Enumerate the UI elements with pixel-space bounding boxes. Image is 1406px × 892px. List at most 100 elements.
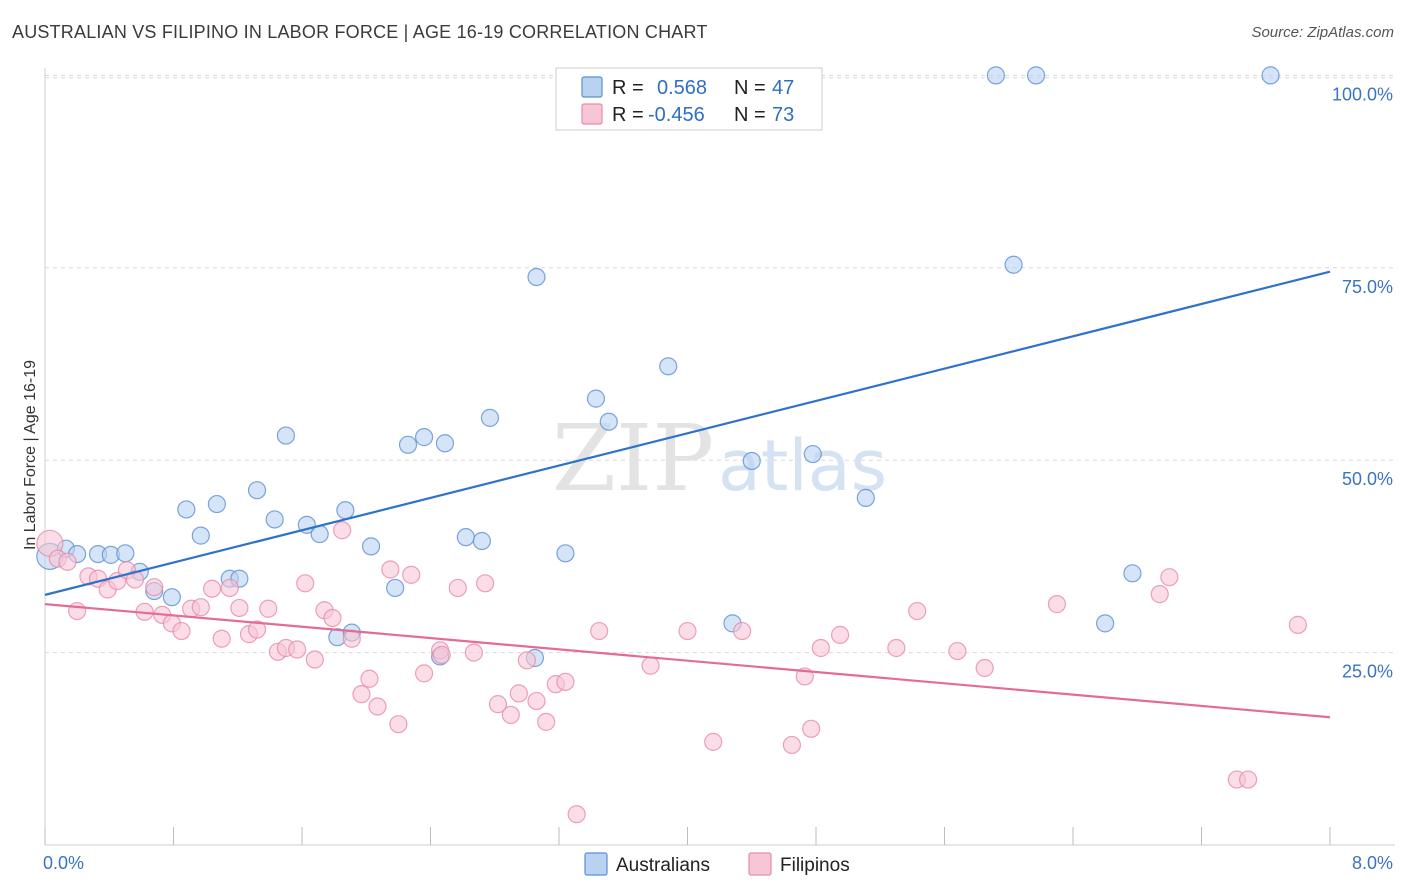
point-filipinos xyxy=(125,570,145,589)
point-australians xyxy=(1123,564,1142,583)
point-filipinos xyxy=(212,629,231,648)
watermark-zip: ZIP xyxy=(552,405,714,512)
legend-r-value-australians: 0.568 xyxy=(657,77,707,99)
point-australians xyxy=(456,528,475,547)
legend-r-value-filipinos: -0.456 xyxy=(648,104,705,126)
y-tick-label: 50.0% xyxy=(1342,469,1393,489)
point-australians xyxy=(856,488,875,508)
point-filipinos xyxy=(464,643,483,662)
point-australians xyxy=(247,481,267,500)
grid-layer xyxy=(45,74,1395,654)
point-australians xyxy=(435,434,455,453)
point-filipinos xyxy=(448,578,467,598)
point-filipinos xyxy=(305,650,324,669)
series-legend: Australians Filipinos xyxy=(584,852,850,876)
point-filipinos xyxy=(323,608,342,628)
y-axis-label: In Labor Force | Age 16-19 xyxy=(22,360,39,550)
x-tick-label: 8.0% xyxy=(1352,853,1393,873)
point-filipinos xyxy=(1047,595,1067,614)
point-filipinos xyxy=(509,684,528,703)
legend-r-label-filipinos: R = xyxy=(612,104,644,126)
point-australians xyxy=(1096,614,1115,633)
point-filipinos xyxy=(975,658,994,678)
point-filipinos xyxy=(908,601,927,621)
point-filipinos xyxy=(488,695,508,714)
point-filipinos xyxy=(58,552,77,571)
point-filipinos xyxy=(537,712,556,731)
legend-n-value-filipinos: 73 xyxy=(772,104,794,126)
point-filipinos xyxy=(381,560,400,579)
point-filipinos xyxy=(567,805,586,824)
point-australians xyxy=(1026,66,1046,85)
point-filipinos xyxy=(360,669,379,688)
bottom-legend-label-australians: Australians xyxy=(616,855,710,876)
point-filipinos xyxy=(1238,770,1258,789)
point-filipinos xyxy=(288,640,307,659)
point-filipinos xyxy=(501,705,520,725)
trend-line-filipinos xyxy=(44,603,1331,719)
legend-n-value-australians: 47 xyxy=(772,77,794,99)
point-australians xyxy=(398,435,418,454)
point-filipinos xyxy=(802,719,821,738)
point-australians xyxy=(599,412,618,431)
point-filipinos xyxy=(172,621,191,641)
point-australians xyxy=(414,428,434,447)
stats-legend: R = 0.568 N = 47 R = -0.456 N = 73 xyxy=(555,67,823,131)
y-tick-label: 100.0% xyxy=(1332,84,1393,104)
point-australians xyxy=(1004,255,1023,274)
point-australians xyxy=(162,588,181,607)
point-filipinos xyxy=(230,598,249,618)
point-filipinos xyxy=(1160,568,1179,587)
trend-layer xyxy=(44,270,1331,719)
point-australians xyxy=(116,544,135,563)
legend-swatch-filipinos xyxy=(581,103,603,125)
bottom-legend-swatch-filipinos xyxy=(748,852,772,876)
x-tick-label: 0.0% xyxy=(43,853,84,873)
y-tick-label: 75.0% xyxy=(1342,277,1393,297)
point-australians xyxy=(986,66,1006,85)
point-filipinos xyxy=(202,579,222,598)
point-filipinos xyxy=(402,565,421,584)
point-filipinos xyxy=(782,735,802,755)
point-filipinos xyxy=(389,715,408,734)
point-filipinos xyxy=(830,625,850,644)
point-filipinos xyxy=(811,638,830,658)
legend-n-label-australians: N = xyxy=(734,77,766,99)
point-filipinos xyxy=(556,672,575,691)
point-filipinos xyxy=(68,601,87,621)
point-filipinos xyxy=(220,578,239,598)
point-australians xyxy=(386,578,405,598)
point-australians xyxy=(177,500,196,519)
points-layer xyxy=(36,66,1307,824)
point-filipinos xyxy=(590,621,609,641)
point-filipinos xyxy=(1150,585,1169,604)
trend-line-australians xyxy=(44,270,1331,596)
point-australians xyxy=(586,389,606,408)
point-filipinos xyxy=(948,641,967,661)
point-australians xyxy=(742,451,761,471)
point-filipinos xyxy=(414,664,434,683)
point-filipinos xyxy=(1288,615,1307,634)
point-filipinos xyxy=(191,598,210,617)
legend-r-label-australians: R = xyxy=(612,77,644,99)
point-filipinos xyxy=(333,521,352,540)
point-australians xyxy=(361,537,381,556)
point-australians xyxy=(480,408,500,427)
point-filipinos xyxy=(296,574,315,593)
bottom-legend-swatch-australians xyxy=(584,852,608,876)
legend-n-label-filipinos: N = xyxy=(734,104,766,126)
point-australians xyxy=(265,510,284,529)
point-filipinos xyxy=(432,645,451,665)
axis-layer: 25.0% 50.0% 75.0% 100.0% 0.0% 8.0% xyxy=(43,68,1395,873)
point-australians xyxy=(207,494,226,514)
point-filipinos xyxy=(145,578,164,597)
point-filipinos xyxy=(342,629,361,648)
point-filipinos xyxy=(641,656,660,675)
point-filipinos xyxy=(678,621,697,641)
legend-swatch-australians xyxy=(581,76,603,98)
bottom-legend-label-filipinos: Filipinos xyxy=(780,855,850,876)
y-tick-label: 25.0% xyxy=(1342,662,1393,682)
point-filipinos xyxy=(887,638,906,658)
point-filipinos xyxy=(733,621,752,641)
